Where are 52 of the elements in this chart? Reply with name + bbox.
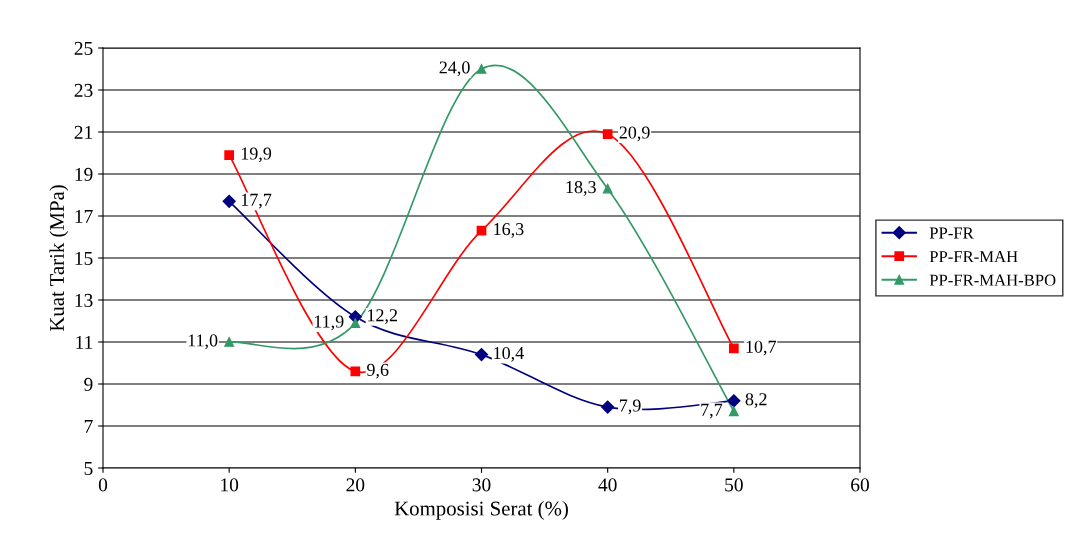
data-label: 11,0 [188, 334, 218, 350]
y-tick-label: 21 [74, 125, 93, 139]
data-label: 9,6 [367, 363, 389, 379]
data-label: 17,7 [241, 193, 272, 209]
data-label: 10,7 [746, 340, 777, 356]
point [601, 400, 615, 414]
y-tick-label: 15 [75, 251, 93, 265]
point [350, 318, 361, 328]
data-label: 12,2 [368, 309, 398, 324]
data-label: 8,2 [745, 393, 767, 408]
data-label: 7,7 [701, 403, 723, 419]
data-label: 7,9 [619, 399, 641, 415]
x-tick-label: 40 [598, 478, 617, 492]
legend-label: PP-FR-MAH-BPO [929, 274, 1056, 286]
data-label: 16,3 [494, 223, 524, 238]
y-tick-label: 9 [84, 377, 93, 391]
point [474, 348, 489, 362]
y-axis-title: Kuat Tarik (MPa) [49, 185, 69, 332]
x-tick-label: 20 [346, 478, 365, 492]
point [476, 64, 487, 74]
y-tick-label: 5 [84, 462, 93, 475]
point [602, 183, 613, 194]
data-label: 19,9 [241, 147, 272, 163]
data-label: 20,9 [619, 126, 650, 142]
y-tick-label: 7 [84, 420, 93, 433]
x-tick-label: 50 [725, 478, 743, 492]
point [728, 343, 739, 354]
x-tick-label: 10 [221, 478, 239, 492]
y-tick-label: 13 [75, 293, 93, 307]
x-tick-label: 60 [851, 478, 869, 492]
point [224, 337, 235, 347]
point [224, 150, 235, 160]
y-tick-label: 11 [76, 335, 93, 349]
legend-label: PP-FR [929, 227, 974, 239]
x-tick-label: 0 [98, 478, 108, 492]
data-label: 11,9 [314, 315, 344, 331]
x-tick-label: 30 [472, 478, 491, 492]
data-label: 10,4 [494, 346, 524, 362]
y-tick-label: 25 [74, 41, 93, 55]
data-label: 24,0 [439, 61, 470, 77]
y-tick-label: 23 [74, 83, 93, 97]
point [727, 394, 741, 408]
point [602, 129, 613, 139]
point [728, 406, 739, 417]
y-tick-label: 17 [75, 209, 93, 223]
point [476, 225, 487, 236]
y-tick-label: 19 [75, 167, 93, 181]
data-label: 18,3 [566, 181, 596, 196]
point [350, 366, 361, 377]
legend-label: PP-FR-MAH [929, 251, 1018, 263]
point [222, 194, 236, 208]
x-axis-title: Komposisi Serat (%) [394, 500, 568, 520]
